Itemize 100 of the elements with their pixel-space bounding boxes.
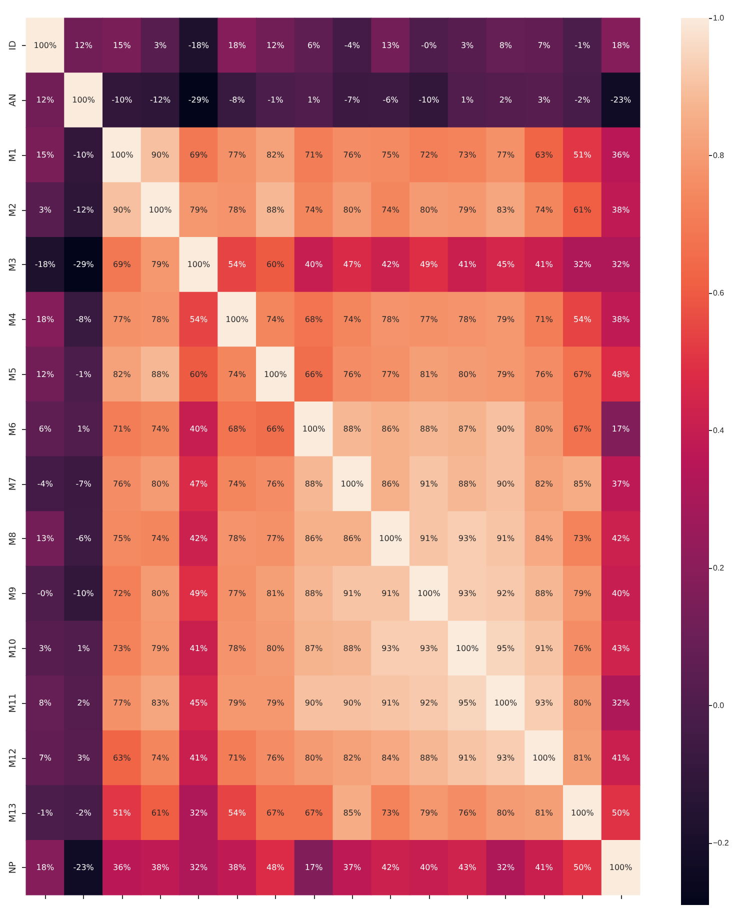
y-tick-label: M2 xyxy=(8,203,18,217)
data-label: 2% xyxy=(499,96,512,105)
data-label: 100% xyxy=(226,314,249,324)
data-label: 48% xyxy=(612,370,630,379)
data-label: 32% xyxy=(496,863,515,872)
data-label: 79% xyxy=(190,205,208,214)
data-label: 76% xyxy=(266,479,285,488)
data-label: 15% xyxy=(36,150,54,160)
data-label: -7% xyxy=(344,96,360,105)
data-label: 63% xyxy=(113,753,132,762)
data-label: -12% xyxy=(73,205,94,214)
data-label: 47% xyxy=(343,260,362,270)
data-label: 78% xyxy=(228,205,246,214)
data-label: 71% xyxy=(304,150,324,160)
data-label: 1% xyxy=(460,96,474,105)
y-tick-label: M6 xyxy=(8,422,18,436)
data-label: 54% xyxy=(228,808,246,818)
data-label: 42% xyxy=(612,534,630,544)
data-label: 38% xyxy=(151,863,170,872)
data-label: 91% xyxy=(535,644,554,653)
data-label: 37% xyxy=(343,863,362,872)
y-tick-label: M13 xyxy=(8,803,18,822)
data-label: 82% xyxy=(343,753,362,762)
y-tick-label: M8 xyxy=(8,532,18,546)
data-label: 77% xyxy=(496,150,515,160)
data-label: 13% xyxy=(36,534,54,544)
data-label: 87% xyxy=(304,644,324,653)
data-label: 79% xyxy=(228,698,246,708)
data-label: 69% xyxy=(113,260,132,270)
data-label: 74% xyxy=(304,205,324,214)
data-label: 76% xyxy=(343,150,362,160)
data-label: 43% xyxy=(612,644,630,653)
data-label: 77% xyxy=(228,150,246,160)
data-label: 43% xyxy=(458,863,477,872)
data-label: 86% xyxy=(382,479,400,488)
data-label: 88% xyxy=(304,589,324,598)
data-label: 41% xyxy=(190,753,208,762)
data-label: -4% xyxy=(37,479,54,488)
data-label: 93% xyxy=(420,644,438,653)
data-label: 17% xyxy=(304,863,324,872)
data-label: 12% xyxy=(74,40,93,50)
data-label: 100% xyxy=(494,698,518,708)
data-label: 63% xyxy=(535,150,554,160)
data-label: 95% xyxy=(458,698,477,708)
data-label: -4% xyxy=(344,40,360,50)
data-label: 76% xyxy=(535,370,554,379)
data-label: 82% xyxy=(113,370,132,379)
data-label: 83% xyxy=(496,205,515,214)
data-label: 80% xyxy=(420,205,438,214)
data-label: 91% xyxy=(496,534,515,544)
data-label: -2% xyxy=(574,96,591,105)
color-bar-label: 0.8 xyxy=(713,151,725,160)
data-label: -10% xyxy=(418,96,440,105)
y-tick-label: M10 xyxy=(8,638,18,658)
data-label: 60% xyxy=(190,370,208,379)
data-label: 79% xyxy=(496,370,515,379)
data-label: 3% xyxy=(538,96,551,105)
data-label: -29% xyxy=(188,96,210,105)
data-label: 7% xyxy=(38,753,52,762)
data-label: 72% xyxy=(113,589,132,598)
data-label: 88% xyxy=(343,424,362,434)
data-label: 91% xyxy=(382,698,400,708)
data-label: 92% xyxy=(420,698,438,708)
data-label: 84% xyxy=(382,753,400,762)
data-label: 76% xyxy=(458,808,477,818)
data-label: 85% xyxy=(343,808,362,818)
data-label: 50% xyxy=(612,808,630,818)
data-label: 74% xyxy=(151,424,170,434)
data-label: 93% xyxy=(458,589,477,598)
data-label: 78% xyxy=(228,644,246,653)
y-tick-label: M4 xyxy=(8,312,18,326)
data-label: -0% xyxy=(37,589,54,598)
data-label: 54% xyxy=(228,260,246,270)
data-label: 91% xyxy=(420,479,438,488)
data-label: -10% xyxy=(73,589,94,598)
data-label: 74% xyxy=(535,205,554,214)
data-label: 1% xyxy=(77,644,90,653)
data-label: 72% xyxy=(420,150,438,160)
data-label: 77% xyxy=(382,370,400,379)
data-label: 41% xyxy=(190,644,208,653)
data-label: 32% xyxy=(190,863,208,872)
data-label: 95% xyxy=(496,644,515,653)
color-bar-label: 0.0 xyxy=(713,701,725,710)
data-label: 93% xyxy=(458,534,477,544)
data-label: 100% xyxy=(609,863,633,872)
y-tick-label: M9 xyxy=(8,586,18,600)
data-label: 90% xyxy=(496,479,515,488)
data-label: 100% xyxy=(379,534,402,544)
data-label: 83% xyxy=(151,698,170,708)
data-label: -18% xyxy=(34,260,56,270)
data-label: 88% xyxy=(420,753,438,762)
data-label: 82% xyxy=(535,479,554,488)
y-tick-label: AN xyxy=(8,94,18,107)
data-label: 6% xyxy=(38,424,52,434)
data-label: 40% xyxy=(190,424,208,434)
y-tick-label: ID xyxy=(8,40,18,50)
data-label: 90% xyxy=(113,205,132,214)
data-label: 12% xyxy=(36,96,54,105)
data-label: 66% xyxy=(266,424,285,434)
data-label: 81% xyxy=(574,753,592,762)
